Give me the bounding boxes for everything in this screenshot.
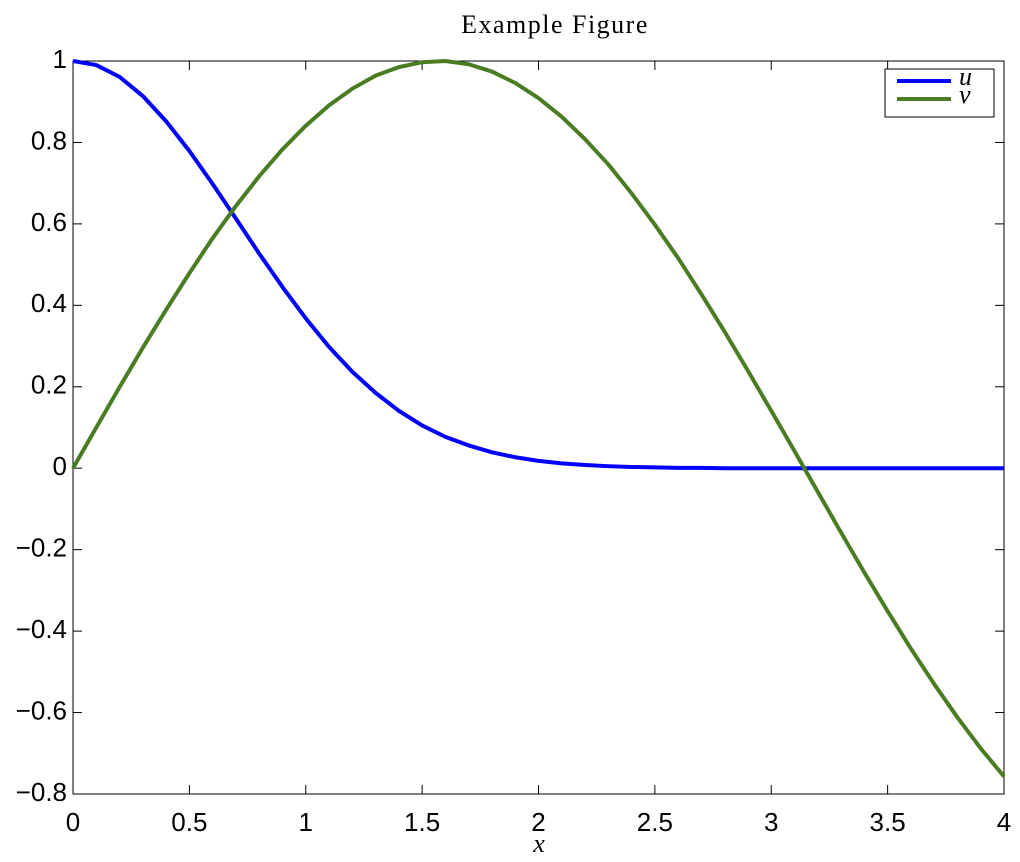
y-tick-label: 0.8: [31, 125, 67, 155]
x-tick-label: 2: [531, 807, 545, 837]
x-tick-label: 3: [764, 807, 778, 837]
y-tick-label: 0.6: [31, 207, 67, 237]
y-tick-label: 0: [53, 451, 67, 481]
y-tick-label: −0.6: [16, 695, 67, 725]
plot-frame: [72, 60, 1005, 795]
x-axis-label: x: [532, 829, 545, 858]
x-tick-label: 1.5: [404, 807, 440, 837]
legend-label: v: [959, 80, 971, 109]
x-tick-label: 1: [299, 807, 313, 837]
y-tick-label: 0.2: [31, 370, 67, 400]
chart-title: Example Figure: [461, 10, 649, 39]
line-series: [72, 59, 1004, 471]
x-tick-label: 0: [66, 807, 80, 837]
y-tick-label: 0.4: [31, 288, 67, 318]
y-tick-label: −0.8: [16, 777, 67, 807]
x-tick-label: 3.5: [870, 807, 906, 837]
x-tick-label: 2.5: [637, 807, 673, 837]
y-tick-label: −0.2: [16, 533, 67, 563]
x-tick-label: 4: [997, 807, 1011, 837]
line-series: [71, 59, 1006, 778]
x-tick-label: 0.5: [171, 807, 207, 837]
y-tick-label: 1: [53, 44, 67, 74]
y-tick-label: −0.4: [16, 614, 67, 644]
legend-box: [884, 68, 995, 118]
legend-label: u: [959, 62, 972, 91]
